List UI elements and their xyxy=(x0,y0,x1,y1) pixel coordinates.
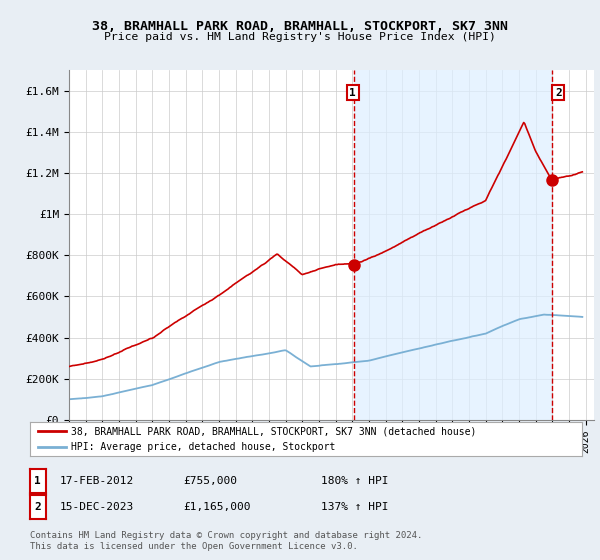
Text: Contains HM Land Registry data © Crown copyright and database right 2024.: Contains HM Land Registry data © Crown c… xyxy=(30,531,422,540)
Text: 180% ↑ HPI: 180% ↑ HPI xyxy=(321,476,389,486)
Text: 2: 2 xyxy=(555,88,562,97)
Text: 38, BRAMHALL PARK ROAD, BRAMHALL, STOCKPORT, SK7 3NN: 38, BRAMHALL PARK ROAD, BRAMHALL, STOCKP… xyxy=(92,20,508,32)
Text: £755,000: £755,000 xyxy=(183,476,237,486)
Text: This data is licensed under the Open Government Licence v3.0.: This data is licensed under the Open Gov… xyxy=(30,542,358,551)
Text: 1: 1 xyxy=(349,88,356,97)
Text: Price paid vs. HM Land Registry's House Price Index (HPI): Price paid vs. HM Land Registry's House … xyxy=(104,32,496,43)
Text: 2: 2 xyxy=(34,502,41,512)
Text: £1,165,000: £1,165,000 xyxy=(183,502,251,512)
Text: HPI: Average price, detached house, Stockport: HPI: Average price, detached house, Stoc… xyxy=(71,442,336,452)
Text: 15-DEC-2023: 15-DEC-2023 xyxy=(60,502,134,512)
Text: 17-FEB-2012: 17-FEB-2012 xyxy=(60,476,134,486)
Text: 137% ↑ HPI: 137% ↑ HPI xyxy=(321,502,389,512)
Bar xyxy=(355,70,551,420)
Text: 1: 1 xyxy=(34,476,41,486)
Text: 38, BRAMHALL PARK ROAD, BRAMHALL, STOCKPORT, SK7 3NN (detached house): 38, BRAMHALL PARK ROAD, BRAMHALL, STOCKP… xyxy=(71,426,477,436)
